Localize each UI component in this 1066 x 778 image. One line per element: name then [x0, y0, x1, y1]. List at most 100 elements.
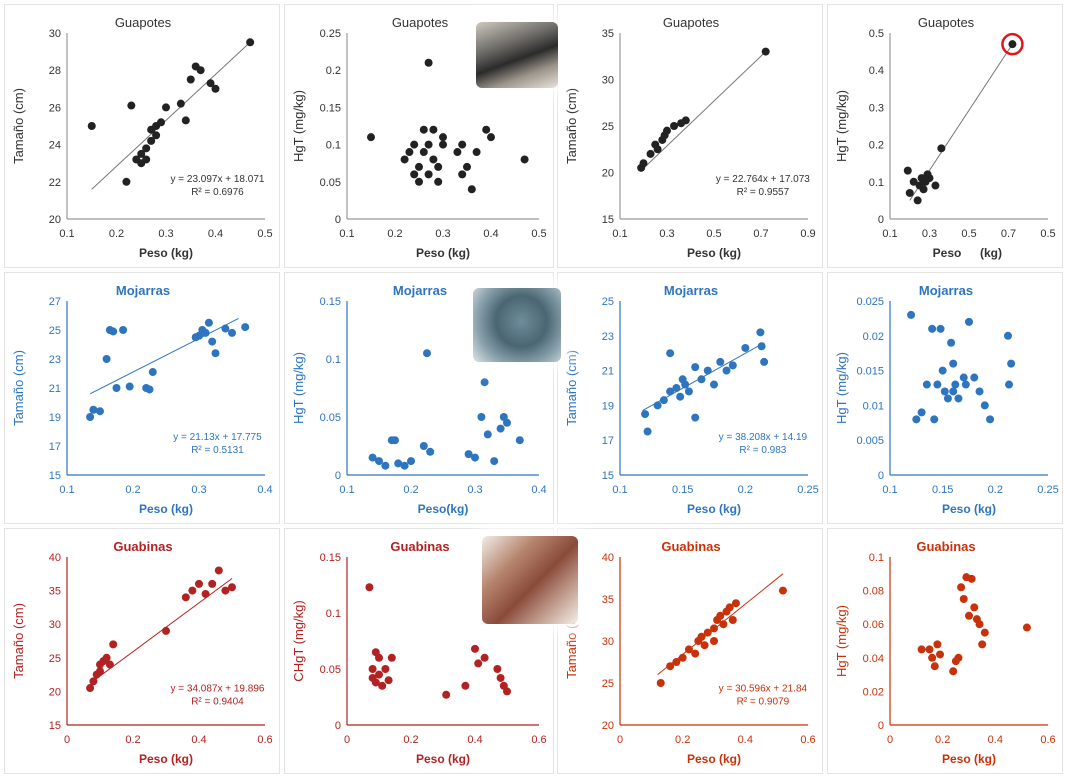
scatter-chart: Guapotes 0.1 0.3 0.5 0.7 0.5 0 0.1 0.2 0.3 0.4 0.5 P…	[834, 15, 1056, 260]
data-point	[405, 148, 414, 157]
data-point	[429, 125, 438, 134]
y-axis-label: HgT (mg/kg)	[834, 605, 849, 677]
data-point	[410, 170, 419, 179]
y-tick-label: 25	[49, 325, 61, 337]
fish-photo	[482, 536, 578, 624]
data-point	[188, 586, 197, 595]
data-point	[731, 599, 740, 608]
data-point	[368, 453, 377, 462]
y-tick-label: 26	[49, 102, 61, 114]
data-point	[375, 670, 383, 679]
x-tick-label: 0.3	[435, 228, 450, 240]
chart-title: Guapotes	[115, 15, 172, 30]
y-tick-label: 20	[602, 720, 614, 732]
y-tick-label: 17	[602, 435, 614, 447]
y-tick-label: 30	[602, 636, 614, 648]
data-point	[925, 645, 934, 654]
data-point	[387, 653, 396, 662]
data-point	[676, 392, 685, 401]
x-axis-label: Peso (kg)	[416, 246, 470, 260]
data-point	[653, 145, 662, 154]
data-point	[710, 380, 718, 389]
data-point	[463, 162, 471, 171]
data-point	[490, 457, 499, 466]
scatter-chart: Guabinas 0 0.2 0.4 0.6 0 0.05 0.1 0.15 Peso (kg) C…	[291, 539, 547, 766]
y-tick-label: 15	[602, 470, 614, 482]
data-point	[365, 583, 374, 592]
trend-equation: y = 22.764x + 17.073	[716, 174, 810, 185]
data-point	[659, 396, 668, 405]
data-point	[515, 436, 524, 445]
data-point	[666, 662, 675, 671]
data-point	[691, 413, 700, 422]
y-tick-label: 23	[602, 331, 614, 343]
data-point	[89, 405, 98, 414]
data-point	[691, 363, 700, 372]
data-point	[211, 84, 220, 93]
x-tick-label: 0.4	[467, 734, 482, 746]
x-tick-label: 0.6	[531, 734, 546, 746]
y-tick-label: 0	[335, 214, 341, 226]
data-point	[957, 583, 966, 592]
x-tick-label: 0.2	[935, 734, 950, 746]
chart-panel: Guapotes 0.1 0.3 0.5 0.7 0.9 15 20 25 30 35 Peso (k…	[557, 4, 823, 268]
data-point	[930, 415, 939, 424]
x-tick-label: 0.25	[1037, 484, 1058, 496]
data-point	[157, 118, 166, 127]
x-tick-label: 0.5	[1040, 228, 1055, 240]
y-tick-label: 40	[49, 552, 61, 564]
x-tick-label: 0.7	[753, 228, 768, 240]
x-tick-label: 0	[344, 734, 350, 746]
scatter-chart: Guapotes 0.1 0.2 0.3 0.4 0.5 0 0.05 0.1 0.15 0.2 0.…	[291, 15, 547, 260]
chart-panel: Guabinas 0 0.2 0.4 0.6 0 0.02 0.04 0.06 0.08 0.1 Pe…	[827, 528, 1063, 774]
data-point	[214, 566, 223, 575]
y-axis-label: Tamaño (cm)	[11, 350, 26, 426]
data-point	[980, 628, 989, 637]
y-tick-label: 25	[602, 121, 614, 133]
data-point	[181, 593, 190, 602]
data-point	[986, 415, 995, 424]
y-axis-label: HgT (mg/kg)	[834, 90, 849, 162]
data-point	[206, 79, 215, 88]
data-point	[96, 407, 104, 416]
chart-panel: Guabinas 0 0.2 0.4 0.6 20 25 30 35 40 Peso (kg) Tam…	[557, 528, 823, 774]
data-point	[917, 645, 926, 654]
data-point	[691, 649, 700, 658]
data-point	[1022, 623, 1031, 632]
data-point	[378, 681, 387, 690]
data-point	[710, 624, 718, 633]
data-point	[653, 401, 662, 410]
chart-title: Guapotes	[918, 15, 975, 30]
data-point	[725, 603, 734, 612]
data-point	[368, 665, 377, 673]
data-point	[176, 99, 185, 108]
data-point	[152, 131, 161, 140]
data-point	[228, 328, 236, 337]
x-tick-label: 0.3	[467, 484, 482, 496]
data-point	[201, 589, 210, 598]
data-point	[87, 122, 96, 130]
x-tick-label: 0.4	[738, 734, 753, 746]
data-point	[419, 148, 428, 157]
y-tick-label: 0	[878, 214, 884, 226]
x-tick-label: 0.6	[800, 734, 815, 746]
chart-title: Mojarras	[664, 283, 718, 298]
chart-panel: Mojarras 0.1 0.2 0.3 0.4 0 0.05 0.1 0.15 Peso(kg)…	[284, 272, 554, 524]
data-point	[434, 162, 443, 171]
data-point	[933, 380, 942, 389]
x-tick-label: 0.3	[922, 228, 937, 240]
data-point	[480, 378, 489, 387]
data-point	[951, 380, 960, 389]
data-point	[394, 459, 403, 468]
data-point	[102, 653, 111, 662]
y-tick-label: 0.05	[320, 412, 341, 424]
trendline	[89, 317, 239, 395]
data-point	[663, 126, 671, 135]
scatter-chart: Mojarras 0.1 0.15 0.2 0.25 0 0.005 0.01 0.015 0.0…	[834, 283, 1059, 516]
data-point	[703, 366, 712, 375]
y-tick-label: 20	[49, 214, 61, 226]
data-point	[367, 133, 375, 142]
y-tick-label: 0.01	[863, 400, 884, 412]
y-tick-label: 0.015	[856, 366, 884, 378]
data-point	[221, 324, 230, 333]
